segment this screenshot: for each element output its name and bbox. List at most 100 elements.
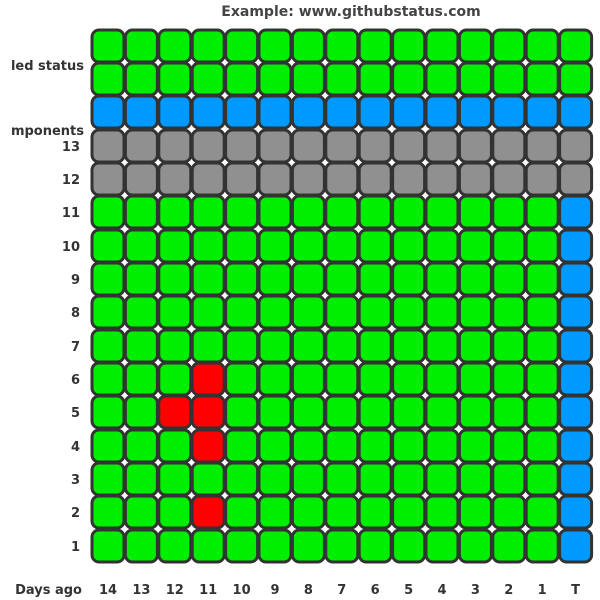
status-cell [324,61,360,97]
status-cell [157,494,193,530]
status-cell [257,394,293,430]
status-cell [90,261,126,297]
x-tick-label: 5 [404,583,413,598]
status-cell [424,361,460,397]
status-cell [357,328,393,364]
status-cell [324,428,360,464]
status-cell [257,361,293,397]
status-cell [424,528,460,564]
status-cell [157,528,193,564]
status-cell [324,228,360,264]
status-cell [290,161,326,197]
status-cell [558,128,594,164]
status-cell [157,361,193,397]
status-cell [558,294,594,330]
status-cell [424,28,460,64]
status-cell [90,328,126,364]
status-cell [190,494,226,530]
status-cell [524,128,560,164]
status-cell [224,128,260,164]
status-cell [558,461,594,497]
status-cell [190,261,226,297]
status-cell [90,394,126,430]
status-cell [524,328,560,364]
status-cell [391,94,427,130]
status-cell [357,494,393,530]
status-cell [424,61,460,97]
row-label: 6 [71,373,80,388]
status-cell [90,428,126,464]
status-cell [123,294,159,330]
status-cell [90,94,126,130]
status-cell [123,461,159,497]
status-cell [524,361,560,397]
x-axis-label: Days ago [15,583,82,598]
status-cell [224,194,260,230]
status-cell [157,194,193,230]
heatmap-cells [90,28,594,564]
row-label: 9 [71,273,80,288]
status-cell [224,328,260,364]
status-cell [257,161,293,197]
status-cell [90,494,126,530]
status-cell [558,261,594,297]
x-tick-label: 14 [99,583,117,598]
x-tick-label: 12 [166,583,184,598]
status-cell [90,161,126,197]
status-cell [224,28,260,64]
status-cell [491,328,527,364]
status-cell [123,194,159,230]
status-cell [290,228,326,264]
status-cell [224,294,260,330]
x-tick-label: 8 [304,583,313,598]
status-cell [123,28,159,64]
status-cell [190,361,226,397]
status-cell [90,228,126,264]
status-cell [324,528,360,564]
status-cell [90,128,126,164]
status-cell [558,28,594,64]
status-cell [424,228,460,264]
status-cell [257,128,293,164]
status-cell [424,261,460,297]
status-cell [357,261,393,297]
row-label: 11 [62,206,80,221]
status-cell [90,28,126,64]
status-cell [457,61,493,97]
status-cell [424,294,460,330]
status-cell [257,528,293,564]
status-cell [257,461,293,497]
status-cell [558,61,594,97]
status-cell [224,161,260,197]
row-label: 13 [62,140,80,155]
status-cell [424,461,460,497]
status-cell [391,128,427,164]
status-cell [524,61,560,97]
status-cell [290,261,326,297]
status-cell [457,261,493,297]
status-cell [324,328,360,364]
status-cell [558,194,594,230]
status-cell [491,128,527,164]
status-cell [257,94,293,130]
status-cell [290,528,326,564]
status-cell [491,161,527,197]
status-cell [157,94,193,130]
status-cell [558,94,594,130]
status-cell [90,194,126,230]
status-cell [357,128,393,164]
status-cell [558,161,594,197]
status-cell [424,494,460,530]
status-cell [157,294,193,330]
status-cell [157,128,193,164]
status-cell [558,494,594,530]
status-cell [157,461,193,497]
status-cell [457,94,493,130]
status-cell [190,328,226,364]
status-cell [357,428,393,464]
status-cell [558,328,594,364]
status-cell [324,161,360,197]
status-cell [457,128,493,164]
status-cell [491,194,527,230]
status-cell [90,294,126,330]
